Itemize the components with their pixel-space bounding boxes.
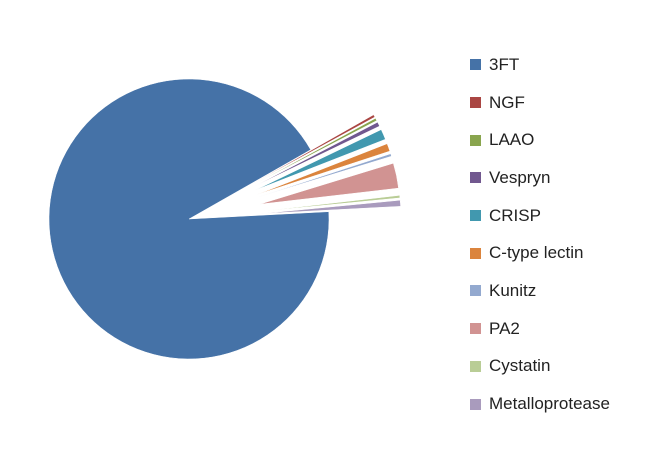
legend-item-cystatin: Cystatin [470, 348, 648, 386]
legend-swatch [470, 134, 481, 146]
legend-item-ngf: NGF [470, 84, 648, 122]
legend-item-crisp: CRISP [470, 197, 648, 235]
legend-swatch [470, 285, 481, 297]
legend-label: C-type lectin [489, 243, 584, 263]
pie-slice-metalloprotease [260, 199, 401, 214]
legend-label: Metalloprotease [489, 394, 610, 414]
pie-slice-cystatin [260, 195, 401, 212]
legend-item-vespryn: Vespryn [470, 159, 648, 197]
legend-item-metalloprotease: Metalloprotease [470, 385, 648, 423]
legend-item-kunitz: Kunitz [470, 272, 648, 310]
legend-item-3ft: 3FT [470, 46, 648, 84]
pie-slice-c-type-lectin [256, 143, 391, 195]
pie-slice-3ft [48, 78, 330, 360]
legend-swatch [470, 398, 481, 410]
pie-slice-pa2 [259, 162, 399, 205]
legend-item-laao: LAAO [470, 121, 648, 159]
pie-slice-vespryn [253, 121, 380, 188]
legend-swatch [470, 97, 481, 109]
pie-slice-ngf [251, 114, 376, 185]
legend-swatch [470, 323, 481, 335]
legend-swatch [470, 247, 481, 259]
legend-swatch [470, 360, 481, 372]
legend-label: LAAO [489, 130, 535, 150]
legend-label: PA2 [489, 318, 520, 338]
legend-label: Vespryn [489, 167, 551, 187]
pie-slice-laao [252, 117, 378, 186]
pie-slice-crisp [254, 129, 386, 191]
legend-swatch [470, 172, 481, 184]
legend-swatch [470, 210, 481, 222]
chart-legend: 3FT NGF LAAO Vespryn CRISP C-type lectin Kunit… [470, 46, 648, 423]
legend-item-c-type-lectin: C-type lectin [470, 234, 648, 272]
legend-label: Kunitz [489, 280, 537, 300]
legend-swatch [470, 59, 481, 71]
legend-item-pa2: PA2 [470, 310, 648, 348]
legend-label: 3FT [489, 54, 520, 74]
legend-label: NGF [489, 92, 525, 112]
legend-label: CRISP [489, 205, 541, 225]
pie-slice-kunitz [257, 153, 392, 198]
legend-label: Cystatin [489, 356, 551, 376]
